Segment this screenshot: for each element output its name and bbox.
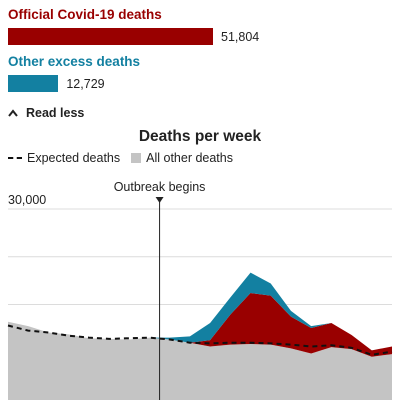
expected-deaths-line — [7, 324, 393, 356]
official-covid-19-deaths-area — [8, 293, 392, 357]
legend-swatch-expected — [8, 157, 22, 159]
covid-deaths-bar — [8, 28, 213, 45]
legend-swatch-other — [131, 153, 142, 163]
outbreak-label: Outbreak begins — [114, 180, 206, 194]
chevron-up-icon — [8, 109, 18, 117]
outbreak-annotation: Outbreak begins — [114, 180, 206, 400]
excess-deaths-label: Other excess deaths — [8, 54, 141, 69]
all-other-deaths-area — [8, 321, 392, 400]
outbreak-marker — [155, 197, 164, 203]
legend-label-other: All other deaths — [146, 151, 233, 165]
line-series — [7, 324, 393, 356]
area-series — [8, 272, 392, 400]
excess-deaths-bar — [8, 75, 59, 92]
read-less-label: Read less — [26, 106, 85, 120]
covid-deaths-label: Official Covid-19 deaths — [8, 7, 162, 22]
excess-deaths-value: 12,729 — [66, 77, 105, 91]
other-excess-deaths-area — [8, 272, 392, 351]
chart-title: Deaths per week — [138, 128, 262, 145]
read-less-button[interactable]: Read less — [8, 106, 84, 120]
y-axis-ticks: 30,000 — [8, 193, 392, 210]
chart-legend: Expected deaths All other deaths — [8, 151, 233, 165]
legend-label-expected: Expected deaths — [27, 151, 121, 165]
y-tick-label: 30,000 — [8, 193, 46, 207]
covid-deaths-value: 51,804 — [221, 30, 260, 44]
